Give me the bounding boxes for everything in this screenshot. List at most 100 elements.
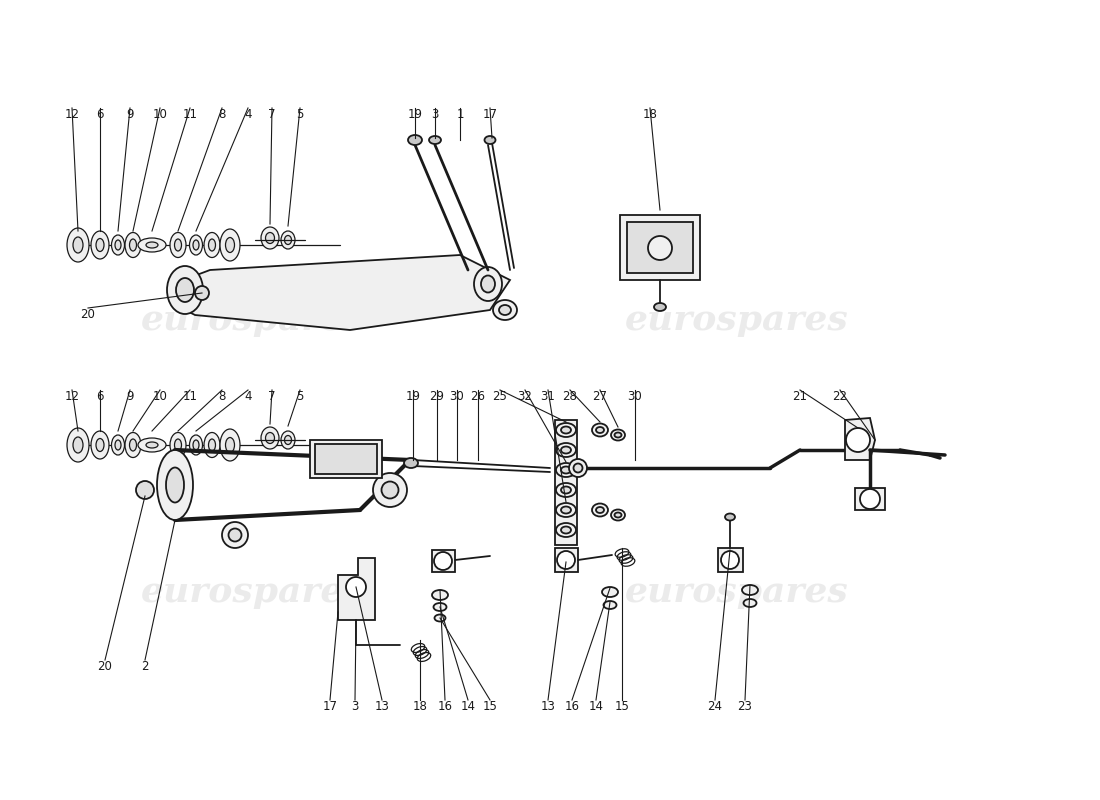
Text: 13: 13 [375, 700, 389, 713]
Ellipse shape [204, 433, 220, 458]
Text: 7: 7 [268, 108, 276, 121]
Ellipse shape [175, 239, 182, 251]
Ellipse shape [146, 442, 158, 448]
Ellipse shape [382, 482, 398, 498]
Text: 32: 32 [518, 390, 532, 403]
Ellipse shape [610, 430, 625, 441]
Ellipse shape [67, 228, 89, 262]
Ellipse shape [146, 242, 158, 248]
Text: 20: 20 [98, 660, 112, 673]
Ellipse shape [725, 514, 735, 521]
Text: 11: 11 [183, 390, 198, 403]
Circle shape [720, 551, 739, 569]
Text: 26: 26 [471, 390, 485, 403]
Ellipse shape [499, 305, 512, 315]
Circle shape [346, 577, 366, 597]
Text: 5: 5 [296, 390, 304, 403]
Text: 18: 18 [412, 700, 428, 713]
Ellipse shape [615, 433, 622, 438]
Text: 25: 25 [493, 390, 507, 403]
Text: 17: 17 [483, 108, 497, 121]
Text: 12: 12 [65, 390, 79, 403]
Text: 8: 8 [218, 108, 226, 121]
Polygon shape [845, 418, 875, 460]
Text: 24: 24 [707, 700, 723, 713]
Text: eurospares: eurospares [625, 303, 849, 337]
Text: 21: 21 [792, 390, 807, 403]
Ellipse shape [96, 238, 104, 251]
Text: 27: 27 [593, 390, 607, 403]
Ellipse shape [170, 433, 186, 458]
Text: 10: 10 [153, 108, 167, 121]
Ellipse shape [610, 510, 625, 521]
Circle shape [434, 552, 452, 570]
Ellipse shape [125, 433, 141, 458]
Ellipse shape [67, 428, 89, 462]
Polygon shape [855, 488, 886, 510]
Ellipse shape [556, 483, 576, 497]
Ellipse shape [189, 435, 202, 455]
Ellipse shape [261, 227, 279, 249]
Ellipse shape [434, 614, 446, 622]
Ellipse shape [556, 463, 576, 477]
Circle shape [860, 489, 880, 509]
Ellipse shape [561, 446, 571, 454]
Text: eurospares: eurospares [625, 575, 849, 609]
Ellipse shape [592, 423, 608, 437]
Text: eurospares: eurospares [141, 303, 365, 337]
Ellipse shape [432, 590, 448, 600]
Ellipse shape [265, 433, 275, 443]
Ellipse shape [561, 526, 571, 534]
Text: 3: 3 [351, 700, 359, 713]
Text: 16: 16 [438, 700, 452, 713]
Ellipse shape [744, 599, 757, 607]
Bar [627, 222, 693, 273]
Text: 2: 2 [141, 660, 149, 673]
Ellipse shape [573, 463, 583, 473]
Polygon shape [170, 255, 510, 330]
Ellipse shape [138, 238, 166, 252]
Ellipse shape [604, 601, 616, 609]
Text: 31: 31 [540, 390, 556, 403]
Text: 1: 1 [456, 108, 464, 121]
Ellipse shape [569, 459, 587, 477]
Ellipse shape [111, 235, 124, 255]
Ellipse shape [280, 431, 295, 449]
Text: 9: 9 [126, 390, 134, 403]
Text: 18: 18 [642, 108, 658, 121]
Ellipse shape [602, 587, 618, 597]
Text: 13: 13 [540, 700, 556, 713]
Ellipse shape [222, 522, 248, 548]
Text: 10: 10 [153, 390, 167, 403]
Text: 6: 6 [97, 390, 103, 403]
Ellipse shape [209, 239, 216, 251]
Ellipse shape [474, 267, 502, 301]
Circle shape [195, 286, 209, 300]
Ellipse shape [166, 467, 184, 502]
Ellipse shape [408, 135, 422, 145]
Ellipse shape [130, 439, 136, 451]
Ellipse shape [73, 437, 82, 453]
Ellipse shape [592, 503, 608, 517]
Text: 30: 30 [450, 390, 464, 403]
Ellipse shape [192, 440, 199, 450]
Ellipse shape [493, 300, 517, 320]
Text: 12: 12 [65, 108, 79, 121]
Ellipse shape [209, 439, 216, 451]
Text: 9: 9 [126, 108, 134, 121]
Ellipse shape [229, 529, 242, 542]
Text: 4: 4 [244, 390, 252, 403]
Ellipse shape [556, 423, 576, 437]
Ellipse shape [175, 439, 182, 451]
Ellipse shape [91, 431, 109, 459]
Text: 30: 30 [628, 390, 642, 403]
Text: 4: 4 [244, 108, 252, 121]
Polygon shape [338, 558, 375, 620]
Ellipse shape [73, 237, 82, 253]
Ellipse shape [285, 435, 292, 445]
Ellipse shape [91, 231, 109, 259]
Ellipse shape [96, 438, 104, 451]
Bar [620, 215, 700, 280]
Text: 14: 14 [588, 700, 604, 713]
Text: 5: 5 [296, 108, 304, 121]
